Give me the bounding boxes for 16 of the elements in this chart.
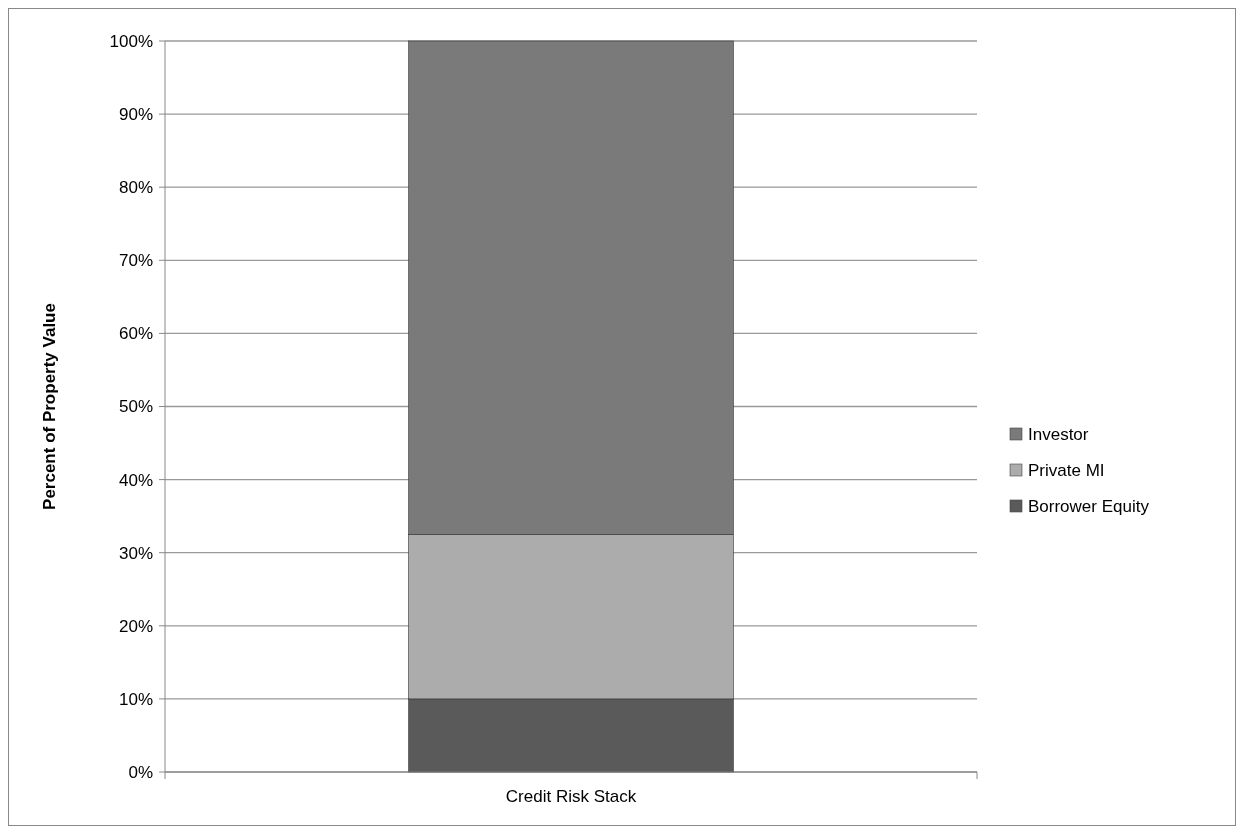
y-tick-label: 40%	[118, 470, 153, 490]
y-tick-label: 0%	[128, 762, 153, 782]
legend-label: Private MI	[1028, 460, 1105, 480]
y-tick-label: 90%	[118, 105, 153, 125]
x-tick-label: Credit Risk Stack	[505, 787, 637, 806]
y-tick-label: 10%	[118, 689, 153, 709]
legend-label: Investor	[1028, 424, 1089, 444]
y-tick-label: 100%	[109, 31, 153, 51]
y-axis-title: Percent of Property Value	[40, 303, 59, 510]
y-tick-label: 20%	[118, 616, 153, 636]
y-tick-label: 50%	[118, 397, 153, 417]
y-tick-label: 70%	[118, 251, 153, 271]
legend-label: Borrower Equity	[1028, 496, 1150, 516]
y-tick-label: 60%	[118, 324, 153, 344]
y-tick-label: 80%	[118, 178, 153, 198]
y-tick-label: 30%	[118, 543, 153, 563]
